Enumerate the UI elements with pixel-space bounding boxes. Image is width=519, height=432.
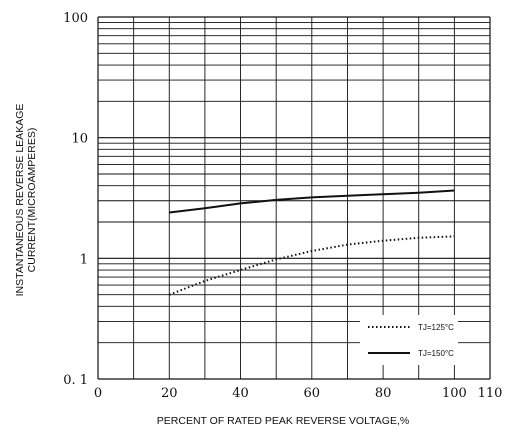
- x-tick-label: 80: [375, 386, 392, 401]
- x-tick-label: 110: [478, 386, 503, 401]
- y-tick-label: 1: [80, 252, 88, 267]
- series-line-1: [169, 189, 455, 214]
- x-tick-label: 100: [442, 386, 467, 401]
- legend-box: [360, 315, 458, 365]
- legend-label-tj125: TJ=125°C: [418, 323, 454, 332]
- legend: TJ=125°C TJ=150°C: [360, 315, 458, 365]
- series-line-0: [168, 235, 455, 296]
- x-tick-label: 20: [161, 386, 178, 401]
- y-tick-label: 0. 1: [63, 373, 88, 388]
- legend-label-tj150: TJ=150°C: [418, 349, 454, 358]
- series-layer: [168, 189, 455, 296]
- y-tick-label: 100: [63, 11, 88, 26]
- x-tick-label: 60: [304, 386, 321, 401]
- y-axis-label-line2: CURRENT(MICROAMPERES): [26, 128, 38, 273]
- x-axis-label: PERCENT OF RATED PEAK REVERSE VOLTAGE,%: [157, 415, 409, 427]
- y-axis-label-group: INSTANTANEOUS REVERSE LEAKAGE CURRENT(MI…: [14, 104, 38, 297]
- x-tick-label: 40: [232, 386, 249, 401]
- y-axis-label-line1: INSTANTANEOUS REVERSE LEAKAGE: [14, 104, 26, 297]
- y-tick-label: 10: [71, 132, 88, 147]
- x-tick-label: 0: [94, 386, 102, 401]
